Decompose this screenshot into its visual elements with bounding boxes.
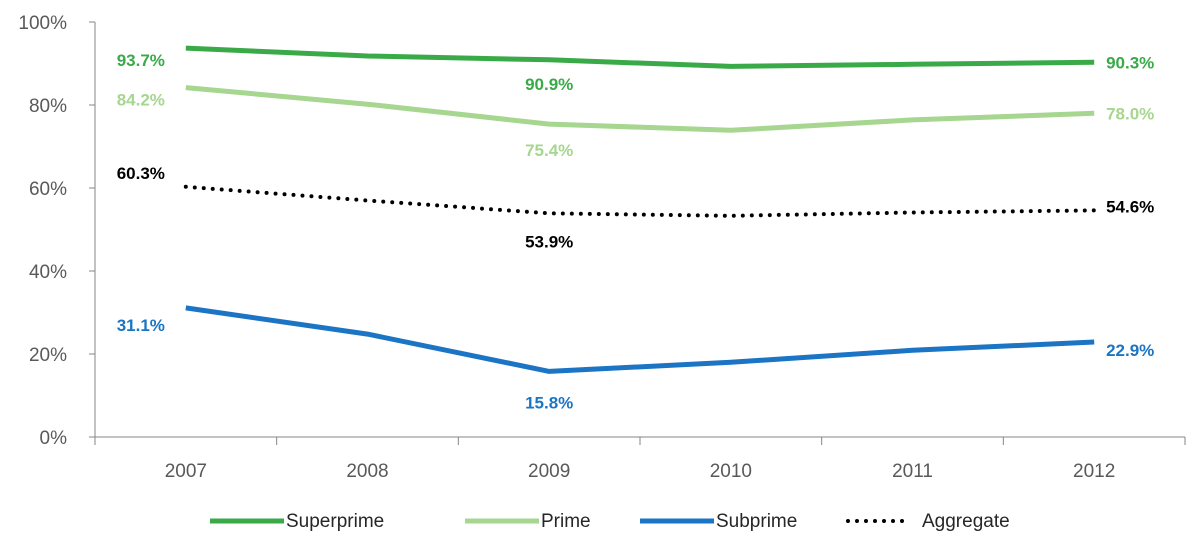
data-label-prime: 75.4% — [525, 141, 573, 160]
y-tick-label: 60% — [29, 179, 67, 200]
series-line-subprime — [185, 305, 1095, 374]
y-tick-label: 40% — [29, 262, 67, 283]
x-tick-label: 2009 — [528, 461, 570, 482]
x-tick-label: 2012 — [1073, 461, 1115, 482]
data-label-subprime: 22.9% — [1106, 341, 1154, 360]
data-label-aggregate: 60.3% — [117, 164, 165, 183]
legend-label-superprime: Superprime — [286, 511, 384, 532]
data-label-prime: 78.0% — [1106, 104, 1154, 123]
legend-label-aggregate: Aggregate — [922, 511, 1010, 532]
y-tick-label: 100% — [18, 13, 67, 34]
x-tick-label: 2008 — [346, 461, 388, 482]
series-line-aggregate — [183, 184, 1097, 218]
data-label-superprime: 90.9% — [525, 75, 573, 94]
x-tick-label: 2007 — [165, 461, 207, 482]
data-label-superprime: 93.7% — [117, 51, 165, 70]
x-axis: 2007 2008 2009 2010 2011 2012 — [94, 436, 1186, 482]
legend-label-prime: Prime — [541, 511, 591, 532]
series-line-prime — [185, 85, 1095, 133]
y-tick-label: 80% — [29, 96, 67, 117]
y-tick-label: 0% — [40, 428, 68, 449]
legend: Superprime Prime Subprime Aggregate — [210, 511, 1010, 532]
x-tick-label: 2010 — [710, 461, 752, 482]
data-label-prime: 84.2% — [117, 91, 165, 110]
legend-label-subprime: Subprime — [716, 511, 797, 532]
data-label-subprime: 31.1% — [117, 316, 165, 335]
data-labels: 93.7% 90.9% 90.3% 84.2% 75.4% 78.0% 31.1% 15.8%… — [117, 51, 1155, 412]
y-axis: 0% 20% 40% 60% 80% 100% — [18, 13, 96, 449]
data-label-superprime: 90.3% — [1106, 53, 1154, 72]
y-tick-label: 20% — [29, 345, 67, 366]
data-label-aggregate: 53.9% — [525, 232, 573, 251]
series-line-superprime — [185, 45, 1095, 69]
series-lines — [183, 45, 1097, 374]
data-label-subprime: 15.8% — [525, 393, 573, 412]
data-label-aggregate: 54.6% — [1106, 197, 1154, 216]
x-tick-label: 2011 — [892, 461, 933, 482]
